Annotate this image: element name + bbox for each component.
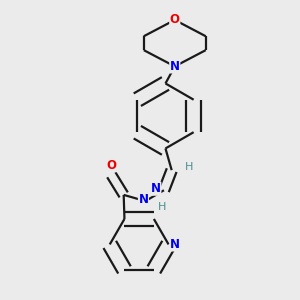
Text: O: O [170,14,180,26]
Text: N: N [170,238,180,251]
Text: H: H [158,202,166,212]
Text: H: H [184,162,193,172]
Text: N: N [139,193,148,206]
Text: N: N [151,182,161,195]
Text: N: N [170,60,180,73]
Text: O: O [106,159,116,172]
